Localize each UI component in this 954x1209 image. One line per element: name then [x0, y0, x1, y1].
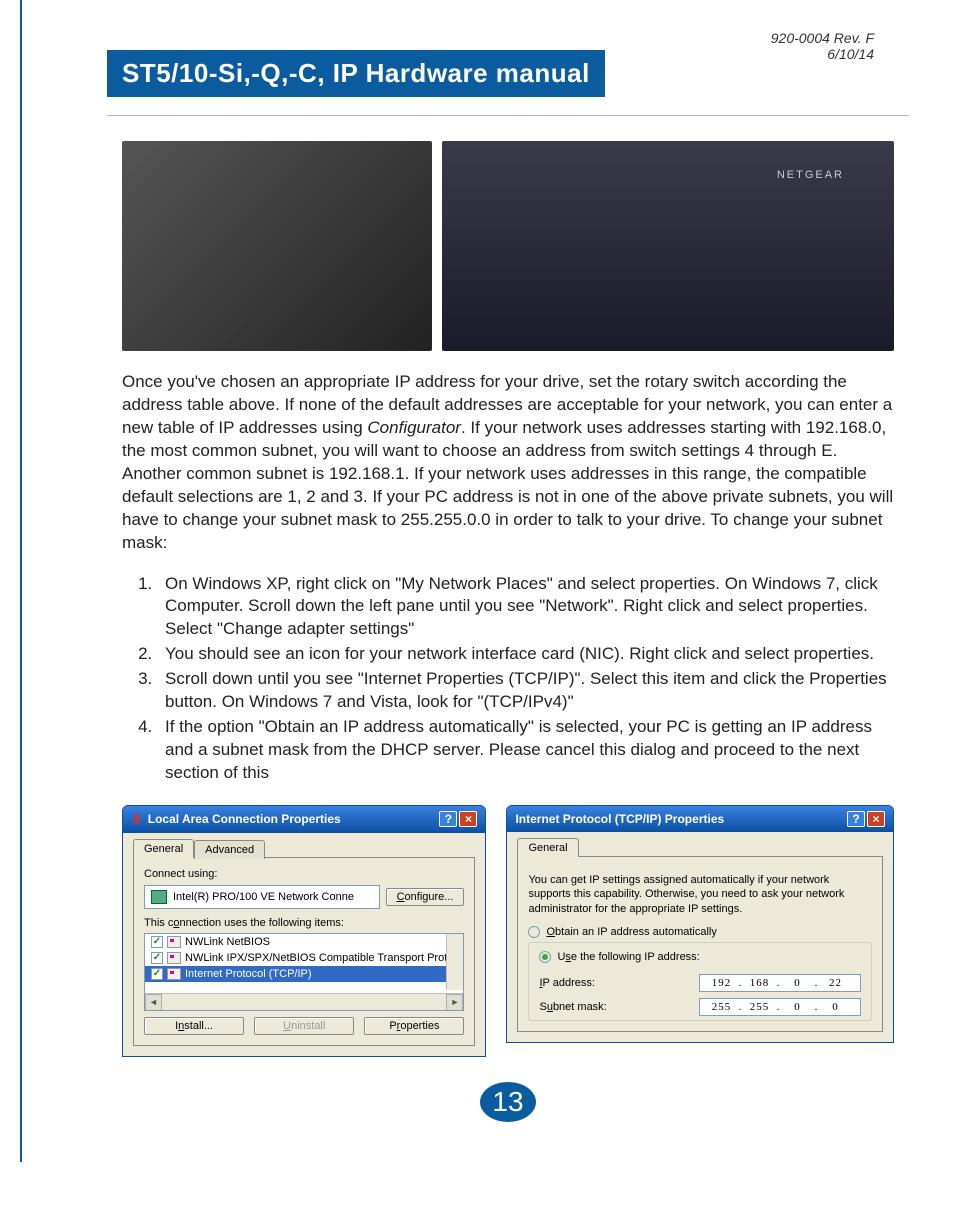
tab-general[interactable]: General: [133, 839, 194, 858]
down-arrow-icon: ⬇: [131, 811, 143, 828]
drive-photo: [122, 141, 432, 351]
adapter-name: Intel(R) PRO/100 VE Network Conne: [173, 891, 354, 903]
subnet-input[interactable]: 255. 255. 0. 0: [699, 998, 861, 1016]
connect-using-label: Connect using:: [144, 868, 464, 880]
rev-date: 6/10/14: [771, 46, 874, 62]
tab-advanced[interactable]: Advanced: [194, 840, 265, 859]
header-separator: [107, 115, 909, 116]
radio-manual-row[interactable]: Use the following IP address:: [539, 951, 703, 963]
rev-number: 920-0004 Rev. F: [771, 30, 874, 46]
photo-row: [122, 141, 894, 351]
scroll-right-icon[interactable]: ►: [446, 994, 463, 1011]
revision-block: 920-0004 Rev. F 6/10/14: [771, 30, 874, 62]
protocol-icon: [167, 936, 181, 948]
intro-paragraph: Once you've chosen an appropriate IP add…: [122, 371, 894, 555]
tcpip-titlebar: Internet Protocol (TCP/IP) Properties ? …: [507, 806, 893, 832]
scrollbar-v[interactable]: [446, 934, 463, 990]
adapter-icon: [151, 890, 167, 904]
tcpip-title: Internet Protocol (TCP/IP) Properties: [515, 812, 724, 826]
protocol-label: NWLink IPX/SPX/NetBIOS Compatible Transp…: [185, 952, 447, 964]
checkbox-icon[interactable]: ✓: [151, 952, 163, 964]
checkbox-icon[interactable]: ✓: [151, 968, 163, 980]
protocol-icon: [167, 968, 181, 980]
scroll-left-icon[interactable]: ◄: [145, 994, 162, 1011]
subnet-label: Subnet mask:: [539, 1001, 699, 1013]
configure-button[interactable]: Configure...: [386, 888, 465, 906]
step-4: If the option "Obtain an IP address auto…: [157, 716, 894, 785]
list-item-selected[interactable]: ✓ Internet Protocol (TCP/IP): [145, 966, 463, 982]
list-item[interactable]: ✓ NWLink IPX/SPX/NetBIOS Compatible Tran…: [145, 950, 463, 966]
scrollbar-h[interactable]: ◄ ►: [145, 993, 463, 1010]
ip-input[interactable]: 192. 168. 0. 22: [699, 974, 861, 992]
help-icon[interactable]: ?: [847, 811, 865, 827]
properties-button[interactable]: Properties: [364, 1017, 464, 1035]
close-icon[interactable]: ×: [459, 811, 477, 827]
radio-icon[interactable]: [539, 951, 551, 963]
lan-properties-dialog: ⬇ Local Area Connection Properties ? × G…: [122, 805, 486, 1057]
header-bar: ST5/10-Si,-Q,-C, IP Hardware manual: [107, 50, 605, 97]
radio-auto-label: Obtain an IP address automatically: [546, 926, 716, 938]
radio-manual-label: Use the following IP address:: [557, 951, 699, 963]
lan-title: Local Area Connection Properties: [148, 812, 341, 826]
protocols-listbox[interactable]: ✓ NWLink NetBIOS ✓ NWLink IPX/SPX/NetBIO…: [144, 933, 464, 1011]
items-label: This connection uses the following items…: [144, 917, 464, 929]
ip-label: IP address:: [539, 977, 699, 989]
uninstall-button[interactable]: Uninstall: [254, 1017, 354, 1035]
checkbox-icon[interactable]: ✓: [151, 936, 163, 948]
tcpip-help-text: You can get IP settings assigned automat…: [528, 873, 872, 916]
help-icon[interactable]: ?: [439, 811, 457, 827]
lan-titlebar: ⬇ Local Area Connection Properties ? ×: [123, 806, 485, 833]
tab-general[interactable]: General: [517, 838, 578, 857]
protocol-icon: [167, 952, 181, 964]
protocol-label: NWLink NetBIOS: [185, 936, 270, 948]
protocol-label: Internet Protocol (TCP/IP): [185, 968, 312, 980]
switch-photo: [442, 141, 894, 351]
close-icon[interactable]: ×: [867, 811, 885, 827]
list-item[interactable]: ✓ NWLink NetBIOS: [145, 934, 463, 950]
steps-list: On Windows XP, right click on "My Networ…: [122, 573, 894, 785]
radio-icon[interactable]: [528, 926, 540, 938]
page-number-badge: 13: [122, 1082, 894, 1122]
step-3: Scroll down until you see "Internet Prop…: [157, 668, 894, 714]
install-button[interactable]: Install...: [144, 1017, 244, 1035]
radio-auto-row[interactable]: Obtain an IP address automatically: [528, 926, 872, 938]
adapter-field: Intel(R) PRO/100 VE Network Conne: [144, 885, 380, 909]
page-number: 13: [480, 1082, 536, 1122]
doc-title: ST5/10-Si,-Q,-C, IP Hardware manual: [122, 58, 590, 88]
tcpip-properties-dialog: Internet Protocol (TCP/IP) Properties ? …: [506, 805, 894, 1043]
step-1: On Windows XP, right click on "My Networ…: [157, 573, 894, 642]
step-2: You should see an icon for your network …: [157, 643, 894, 666]
